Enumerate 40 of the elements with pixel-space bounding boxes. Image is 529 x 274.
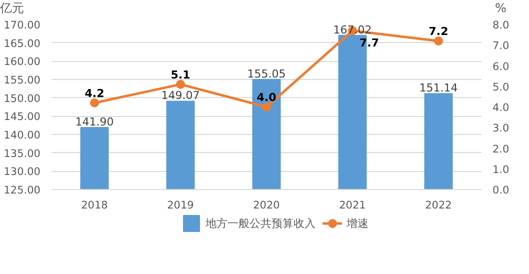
y-tick-label: 165.00 <box>4 38 41 50</box>
y2-tick-label: 8.0 <box>492 20 510 32</box>
legend-label: 地方一般公共预算收入 <box>206 216 316 230</box>
y2-tick-label: 2.0 <box>492 143 510 156</box>
data-label: 141.90 <box>75 116 114 129</box>
data-label: 149.07 <box>161 89 200 102</box>
data-label: 4.2 <box>84 86 104 100</box>
y-tick-label: 125.00 <box>4 184 41 196</box>
point <box>176 80 185 89</box>
y-tick-label: 140.00 <box>4 130 41 142</box>
x-tick-label: 2018 <box>81 200 108 212</box>
x-tick-label: 2021 <box>339 200 366 212</box>
y-tick-label: 130.00 <box>4 166 41 178</box>
y-tick-label: 150.00 <box>4 92 41 105</box>
y2-tick-label: 4.0 <box>492 102 510 114</box>
legend-label: 增速 <box>346 216 368 230</box>
y-tick-label: 145.00 <box>4 111 41 124</box>
y2-axis-title: % <box>495 0 506 17</box>
y-tick-label: 170.00 <box>4 20 41 32</box>
data-label: 5.1 <box>170 68 190 82</box>
y-tick-label: 135.00 <box>4 148 41 160</box>
x-tick-label: 2022 <box>425 200 452 212</box>
x-tick-label: 2020 <box>253 200 280 212</box>
data-label: 4.0 <box>256 91 277 104</box>
y-tick-label: 160.00 <box>4 56 41 68</box>
y2-tick-label: 6.0 <box>492 60 510 73</box>
point <box>90 98 99 108</box>
point <box>434 36 443 46</box>
y2-tick-label: 1.0 <box>492 164 510 176</box>
data-label: 7.2 <box>428 25 448 38</box>
data-label: 155.05 <box>247 67 286 80</box>
y2-tick-label: 0.0 <box>492 184 510 196</box>
point <box>262 102 271 112</box>
y2-tick-label: 3.0 <box>492 122 510 135</box>
x-tick-label: 2019 <box>167 200 194 212</box>
y-axis-title: 亿元 <box>0 0 24 17</box>
data-label: 151.14 <box>419 82 458 95</box>
y2-tick-label: 7.0 <box>492 40 510 52</box>
y-tick-label: 155.00 <box>4 74 41 86</box>
y2-tick-label: 5.0 <box>492 81 510 94</box>
